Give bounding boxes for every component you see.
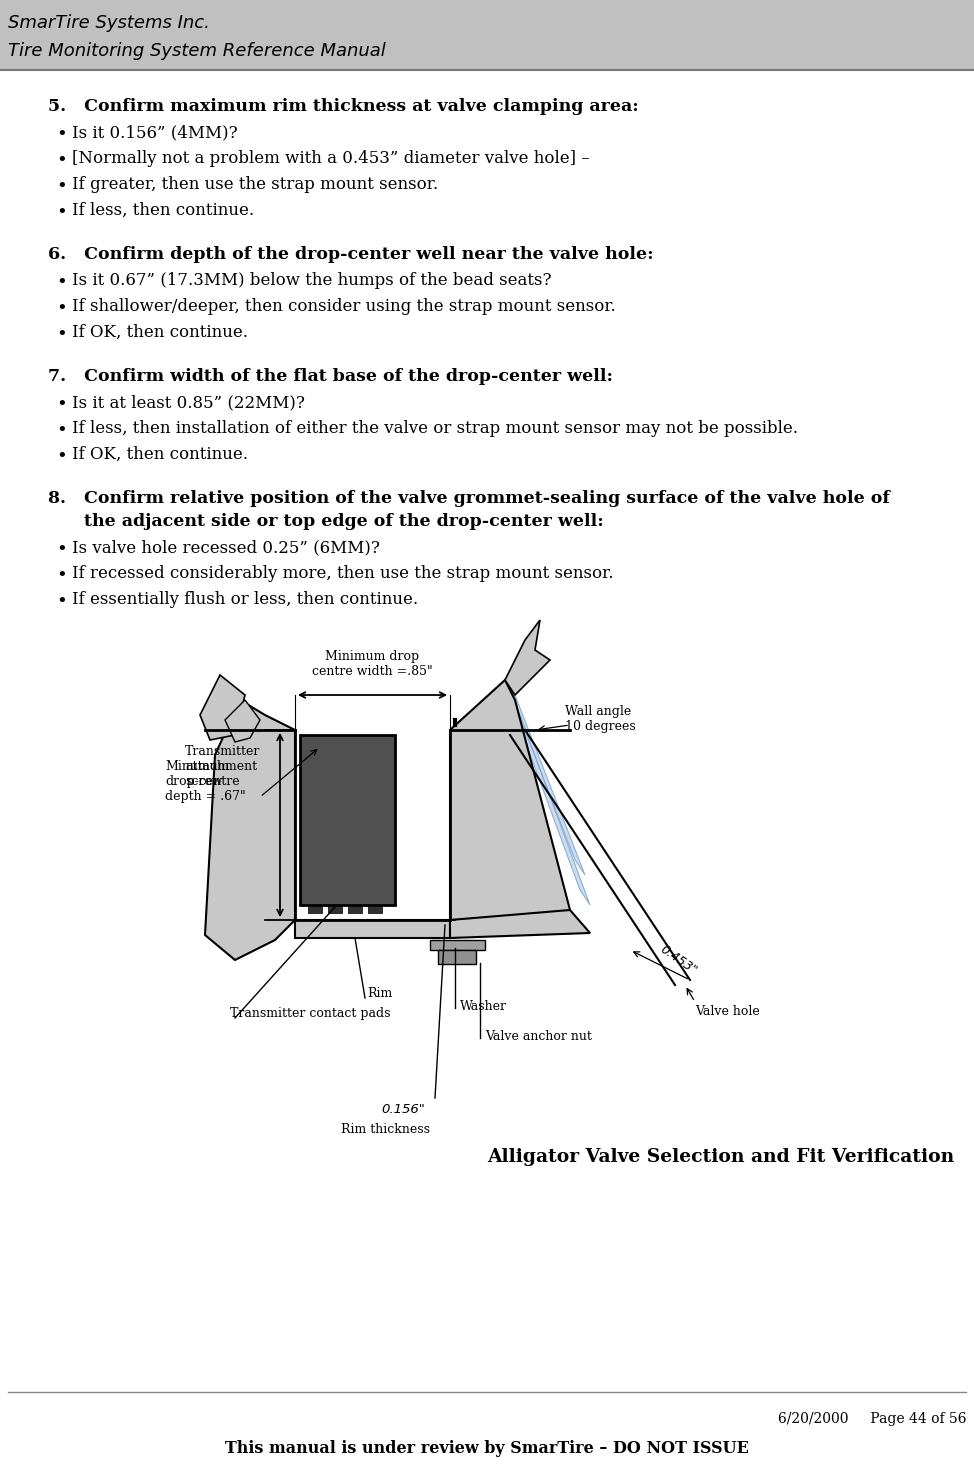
Bar xyxy=(430,940,485,950)
Text: Rim thickness: Rim thickness xyxy=(341,1123,430,1136)
Polygon shape xyxy=(505,620,550,695)
Text: 6/20/2000     Page 44 of 56: 6/20/2000 Page 44 of 56 xyxy=(777,1412,966,1426)
Text: •: • xyxy=(56,449,67,466)
Polygon shape xyxy=(510,699,590,905)
Polygon shape xyxy=(225,699,260,742)
Text: •: • xyxy=(56,274,67,292)
Polygon shape xyxy=(450,910,590,938)
Text: •: • xyxy=(56,204,67,221)
Text: Transmitter
attachment
screw: Transmitter attachment screw xyxy=(185,745,260,789)
Text: If greater, then use the strap mount sensor.: If greater, then use the strap mount sen… xyxy=(72,176,438,194)
Text: 0.156": 0.156" xyxy=(381,1102,425,1116)
Text: Rim: Rim xyxy=(367,987,393,1000)
Bar xyxy=(328,906,342,913)
Polygon shape xyxy=(200,674,245,740)
Bar xyxy=(308,906,322,913)
Text: If essentially flush or less, then continue.: If essentially flush or less, then conti… xyxy=(72,591,418,608)
Polygon shape xyxy=(450,680,570,925)
Text: •: • xyxy=(56,594,67,611)
Text: •: • xyxy=(56,325,67,345)
Text: If OK, then continue.: If OK, then continue. xyxy=(72,446,248,463)
Text: •: • xyxy=(56,541,67,559)
Text: 0.453": 0.453" xyxy=(657,943,698,978)
Text: Is valve hole recessed 0.25” (6MM)?: Is valve hole recessed 0.25” (6MM)? xyxy=(72,539,380,556)
Text: Is it 0.156” (4MM)?: Is it 0.156” (4MM)? xyxy=(72,125,238,141)
Text: Is it 0.67” (17.3MM) below the humps of the bead seats?: Is it 0.67” (17.3MM) below the humps of … xyxy=(72,273,551,289)
Text: Minimum drop
centre width =.85": Minimum drop centre width =.85" xyxy=(312,649,432,677)
Bar xyxy=(348,906,362,913)
Text: •: • xyxy=(56,396,67,413)
Text: •: • xyxy=(56,152,67,170)
Text: •: • xyxy=(56,177,67,196)
Text: •: • xyxy=(56,422,67,440)
Text: •: • xyxy=(56,301,67,318)
Text: Is it at least 0.85” (22MM)?: Is it at least 0.85” (22MM)? xyxy=(72,394,305,410)
Bar xyxy=(368,906,382,913)
Text: •: • xyxy=(56,126,67,144)
Bar xyxy=(438,950,476,965)
Text: If less, then installation of either the valve or strap mount sensor may not be : If less, then installation of either the… xyxy=(72,419,798,437)
Polygon shape xyxy=(505,680,585,875)
Text: If shallower/deeper, then consider using the strap mount sensor.: If shallower/deeper, then consider using… xyxy=(72,298,616,315)
Text: If recessed considerably more, then use the strap mount sensor.: If recessed considerably more, then use … xyxy=(72,564,614,582)
Bar xyxy=(295,921,450,938)
Text: •: • xyxy=(56,567,67,585)
Text: Alligator Valve Selection and Fit Verification: Alligator Valve Selection and Fit Verifi… xyxy=(487,1148,955,1165)
Text: the adjacent side or top edge of the drop-center well:: the adjacent side or top edge of the dro… xyxy=(48,513,604,531)
Text: Wall angle
10 degrees: Wall angle 10 degrees xyxy=(565,705,636,733)
Text: Tire Monitoring System Reference Manual: Tire Monitoring System Reference Manual xyxy=(8,43,386,60)
Text: Washer: Washer xyxy=(460,1000,507,1013)
Text: If less, then continue.: If less, then continue. xyxy=(72,202,254,218)
Text: Valve anchor nut: Valve anchor nut xyxy=(485,1031,592,1042)
Polygon shape xyxy=(205,699,295,960)
Bar xyxy=(300,734,395,905)
Text: 7.   Confirm width of the flat base of the drop-center well:: 7. Confirm width of the flat base of the… xyxy=(48,368,613,386)
Text: If OK, then continue.: If OK, then continue. xyxy=(72,324,248,342)
Bar xyxy=(0,0,974,70)
Text: Minumum
drop-centre
depth = .67": Minumum drop-centre depth = .67" xyxy=(165,759,245,803)
Text: 6.   Confirm depth of the drop-center well near the valve hole:: 6. Confirm depth of the drop-center well… xyxy=(48,246,654,262)
Text: SmarTire Systems Inc.: SmarTire Systems Inc. xyxy=(8,15,209,32)
Text: Valve hole: Valve hole xyxy=(695,1006,760,1017)
Text: 5.   Confirm maximum rim thickness at valve clamping area:: 5. Confirm maximum rim thickness at valv… xyxy=(48,98,639,114)
Text: Transmitter contact pads: Transmitter contact pads xyxy=(230,1007,391,1020)
Text: This manual is under review by SmarTire – DO NOT ISSUE: This manual is under review by SmarTire … xyxy=(225,1440,749,1457)
Text: 8.   Confirm relative position of the valve grommet-sealing surface of the valve: 8. Confirm relative position of the valv… xyxy=(48,490,890,507)
Text: [Normally not a problem with a 0.453” diameter valve hole] –: [Normally not a problem with a 0.453” di… xyxy=(72,150,589,167)
